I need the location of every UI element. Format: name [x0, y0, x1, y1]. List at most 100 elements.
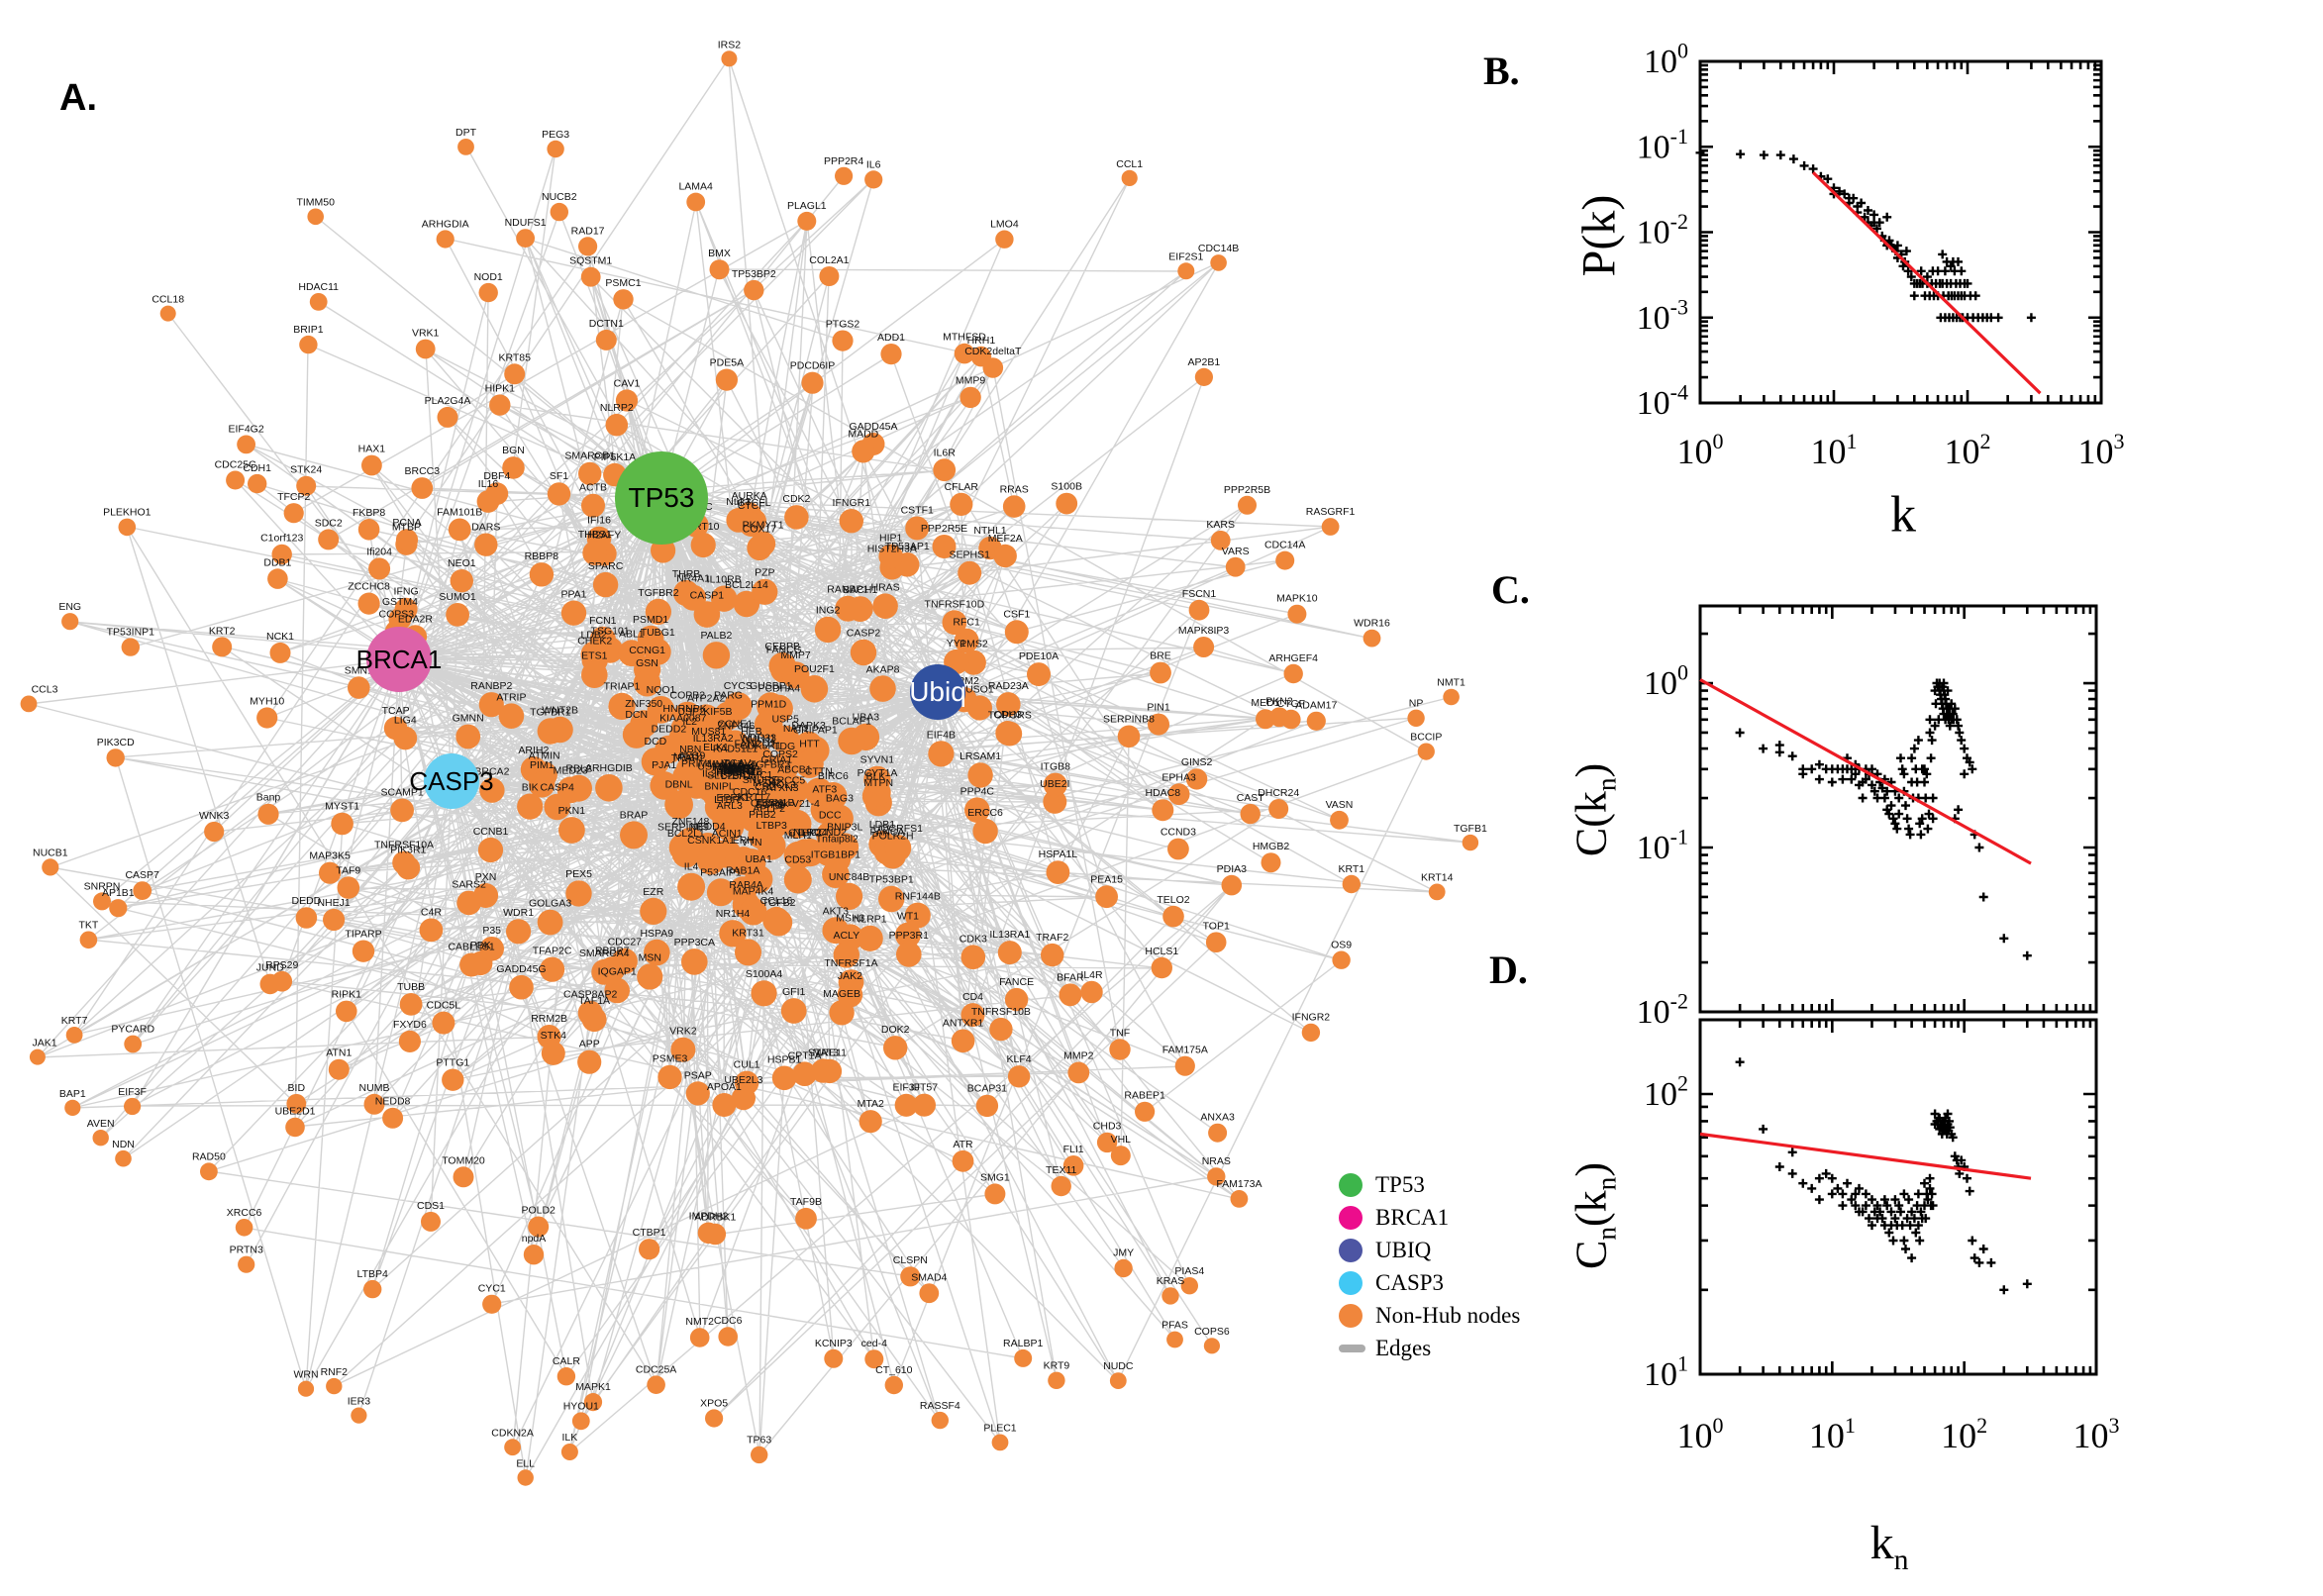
network-node — [363, 1093, 385, 1115]
node-label: NRAS — [1202, 1155, 1231, 1167]
legend-label: TP53 — [1375, 1171, 1425, 1197]
network-node — [1207, 1167, 1226, 1186]
network-node — [933, 458, 957, 482]
network-node — [975, 1094, 999, 1118]
node-label: ELL — [516, 1457, 535, 1469]
network-node — [595, 774, 623, 802]
network-node — [537, 909, 563, 936]
node-label: DARS — [471, 522, 500, 534]
node-label: Igk-V21-4 — [774, 798, 820, 810]
network-node — [950, 492, 973, 516]
node-label: TNFRSF10D — [925, 598, 985, 610]
network-node — [318, 529, 340, 550]
node-label: ALG9 — [678, 750, 705, 762]
node-label: STK4 — [541, 1030, 566, 1042]
node-label: MEF2A — [988, 533, 1023, 545]
node-label: BAP1 — [59, 1088, 86, 1100]
node-label: GSN — [636, 657, 658, 669]
network-node — [411, 477, 434, 499]
network-node — [1443, 688, 1460, 706]
node-label: PMS2 — [960, 639, 988, 650]
network-node — [1210, 530, 1231, 550]
node-label: PARG — [714, 690, 743, 702]
node-label: IL16 — [478, 478, 499, 490]
panel-a-label: A. — [59, 77, 97, 119]
svg-text:102: 102 — [1644, 1071, 1688, 1113]
network-node — [744, 279, 764, 301]
hub-label-ubiq: Ubiq — [909, 676, 966, 707]
node-label: IL6R — [934, 447, 957, 458]
network-node — [517, 793, 544, 820]
network-node — [529, 562, 555, 587]
node-label: BIRC6 — [818, 770, 849, 782]
node-label: BCL2L1 — [667, 828, 705, 840]
network-node — [1221, 874, 1243, 896]
node-label: MSN — [639, 952, 661, 964]
node-label: PIP5K1A — [594, 451, 637, 463]
node-label: TUBG1 — [641, 627, 675, 639]
network-node — [639, 1239, 660, 1260]
node-label: PPP2R4 — [824, 155, 863, 167]
hub-node-casp3 — [424, 753, 479, 809]
node-label: USP5 — [771, 714, 799, 726]
node-label: CTTN — [805, 766, 833, 778]
node-label: S100B — [1051, 481, 1082, 493]
network-node — [970, 346, 992, 367]
node-label: MSH3 — [836, 912, 864, 924]
network-node — [479, 777, 505, 803]
network-node — [352, 940, 375, 962]
network-node — [1043, 789, 1067, 814]
node-label: MAPK9 — [722, 759, 758, 771]
scatter-points — [1695, 148, 2036, 323]
node-label: NHEJ1 — [317, 897, 350, 909]
network-node — [581, 661, 608, 688]
network-node — [394, 597, 418, 621]
network-node — [622, 721, 651, 748]
node-label: CT_610 — [875, 1364, 913, 1376]
node-label: VRK1 — [412, 328, 440, 340]
chart-neighborhood-connectivity: 102 101 100 101 102 103 — [1644, 1018, 2120, 1455]
node-label: PLEKHO1 — [103, 507, 152, 519]
network-node — [751, 1446, 768, 1464]
network-node — [993, 544, 1017, 568]
node-label: HEB — [741, 726, 762, 738]
node-label: APLP2 — [753, 803, 785, 815]
network-node — [672, 764, 702, 794]
network-node — [864, 1349, 884, 1369]
network-node — [677, 872, 706, 901]
tick-labels: 100 10-1 10-2 10-3 10-4 100 101 102 103 — [1637, 39, 2125, 471]
node-label: NTHL1 — [973, 525, 1006, 537]
node-label: SLC25A11 — [707, 769, 757, 781]
node-label: CCNG1 — [629, 645, 665, 656]
node-label: CASP8AP2 — [563, 989, 617, 1001]
node-label: POU2F1 — [794, 663, 835, 675]
network-node — [478, 282, 498, 303]
node-label: HNRNPK — [662, 703, 706, 715]
node-label: DBF4 — [483, 470, 510, 482]
node-label: THAP1 — [718, 764, 752, 776]
node-label: UQCRFS1 — [873, 823, 923, 835]
node-label: AKAP8 — [866, 663, 900, 675]
node-label: KIAA0087 — [659, 712, 706, 724]
panel-c-label: C. — [1491, 567, 1530, 612]
node-label: RABEP1 — [1124, 1090, 1165, 1102]
network-node — [819, 266, 840, 286]
network-node — [1059, 983, 1082, 1007]
node-label: PCDHA4 — [758, 683, 800, 695]
svg-text:103: 103 — [2078, 429, 2125, 471]
node-label: ADRBK1 — [694, 1212, 736, 1224]
panel-b-label: B. — [1483, 49, 1520, 93]
node-label: BCAP31 — [967, 1083, 1007, 1095]
node-label: MTA2 — [858, 1098, 884, 1110]
node-label: IL4R — [1080, 969, 1103, 981]
network-node — [1096, 1132, 1118, 1153]
network-node — [858, 1110, 882, 1134]
node-label: GINS2 — [1181, 756, 1213, 768]
node-label: CHEK2 — [577, 635, 612, 647]
network-node — [1151, 956, 1173, 979]
network-node — [1462, 834, 1479, 851]
node-label: BCL2L14 — [725, 579, 768, 591]
svg-text:103: 103 — [2073, 1413, 2120, 1455]
network-node — [348, 676, 370, 699]
